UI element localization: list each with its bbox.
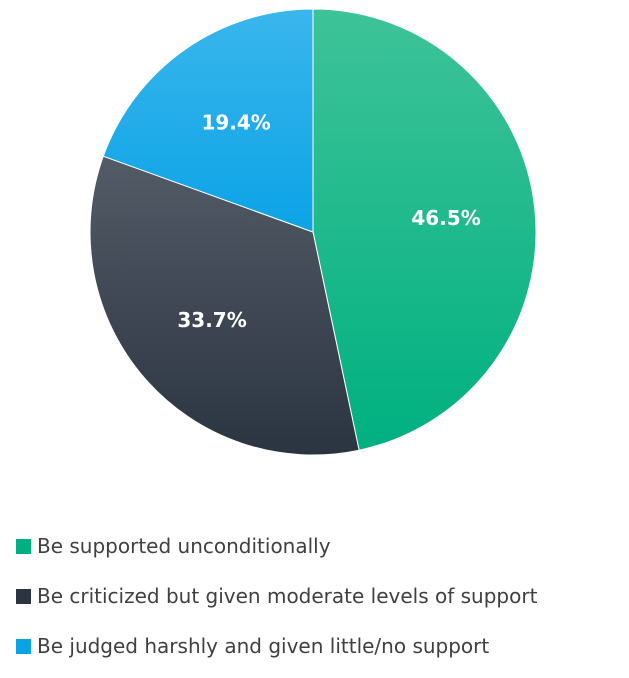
data-label-criticized: 33.7% <box>177 308 246 332</box>
pie-slice-labels: 46.5% 33.7% 19.4% <box>177 110 480 331</box>
pie-slice-supported <box>312 8 537 451</box>
pie-slice-judged <box>102 8 314 233</box>
legend-swatch-supported <box>16 538 31 554</box>
data-label-supported: 46.5% <box>411 206 480 230</box>
legend-label-criticized: Be criticized but given moderate levels … <box>37 584 538 608</box>
legend-swatch-judged <box>16 638 31 654</box>
pie-slices <box>89 8 537 456</box>
legend-swatch-criticized <box>16 588 31 604</box>
legend: Be supported unconditionally Be criticiz… <box>16 528 626 678</box>
legend-item-judged: Be judged harshly and given little/no su… <box>16 628 626 664</box>
data-label-judged: 19.4% <box>201 110 270 134</box>
legend-item-criticized: Be criticized but given moderate levels … <box>16 578 626 614</box>
legend-label-judged: Be judged harshly and given little/no su… <box>37 634 490 658</box>
legend-label-supported: Be supported unconditionally <box>37 534 331 558</box>
pie-chart: 46.5% 33.7% 19.4% <box>89 8 537 456</box>
pie-slice-criticized <box>89 155 360 456</box>
legend-item-supported: Be supported unconditionally <box>16 528 626 564</box>
